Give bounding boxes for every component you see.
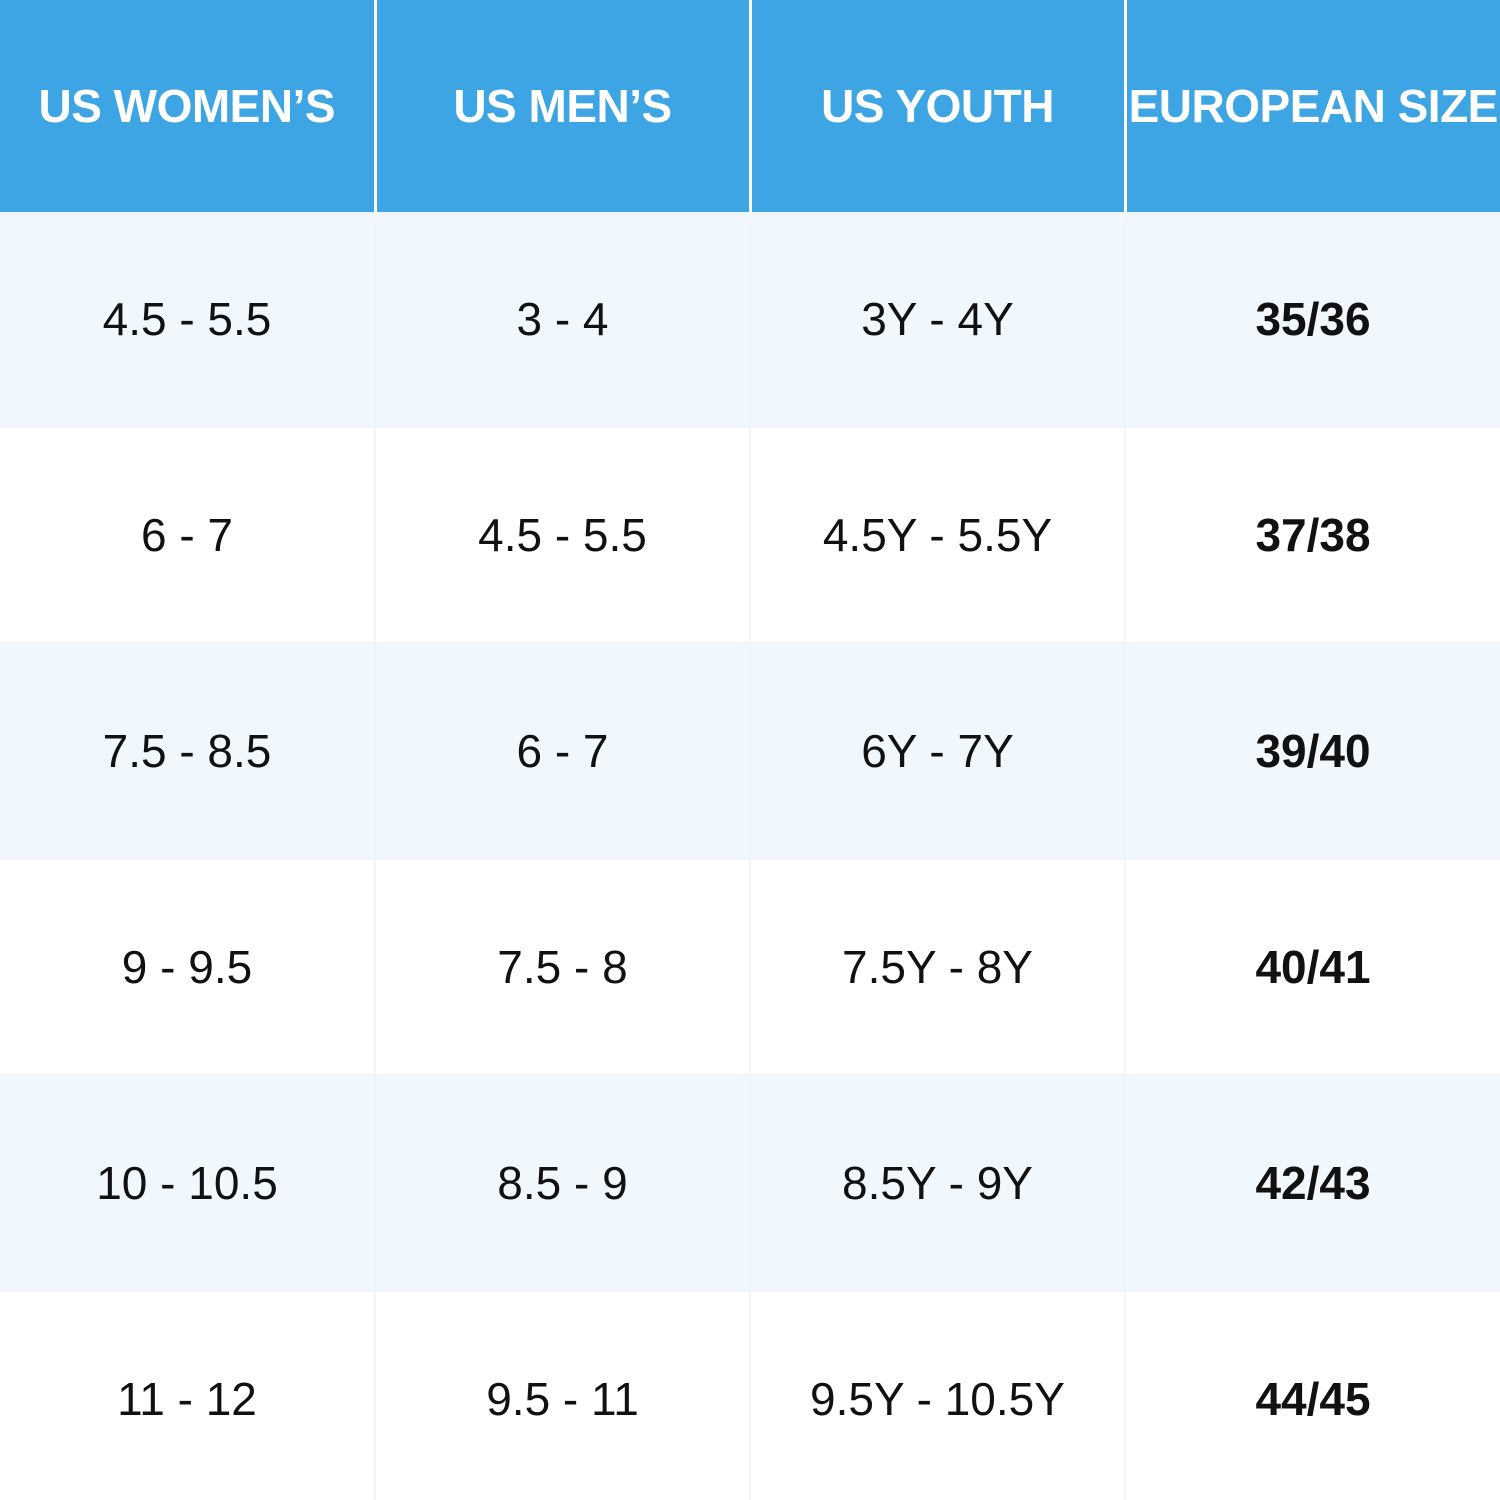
cell-european-size: 40/41	[1125, 859, 1500, 1076]
cell-us-mens: 7.5 - 8	[375, 859, 751, 1076]
header-row: US WOMEN’S US MEN’S US YOUTH EUROPEAN SI…	[0, 0, 1500, 212]
table-row: 11 - 12 9.5 - 11 9.5Y - 10.5Y 44/45	[0, 1291, 1500, 1500]
cell-us-womens: 10 - 10.5	[0, 1075, 376, 1292]
cell-us-mens: 4.5 - 5.5	[375, 427, 751, 644]
cell-us-mens: 8.5 - 9	[375, 1075, 751, 1292]
table-row: 7.5 - 8.5 6 - 7 6Y - 7Y 39/40	[0, 643, 1500, 860]
table-row: 6 - 7 4.5 - 5.5 4.5Y - 5.5Y 37/38	[0, 427, 1500, 644]
cell-us-womens: 7.5 - 8.5	[0, 643, 376, 860]
cell-european-size: 39/40	[1125, 643, 1500, 860]
cell-us-womens: 11 - 12	[0, 1291, 376, 1500]
cell-us-womens: 4.5 - 5.5	[0, 212, 376, 428]
cell-us-mens: 6 - 7	[375, 643, 751, 860]
cell-us-youth: 9.5Y - 10.5Y	[750, 1291, 1126, 1500]
cell-european-size: 35/36	[1125, 212, 1500, 428]
header-european-size: EUROPEAN SIZE	[1125, 0, 1500, 212]
table-row: 10 - 10.5 8.5 - 9 8.5Y - 9Y 42/43	[0, 1075, 1500, 1292]
cell-european-size: 44/45	[1125, 1291, 1500, 1500]
cell-us-mens: 9.5 - 11	[375, 1291, 751, 1500]
header-us-youth: US YOUTH	[750, 0, 1127, 212]
cell-us-youth: 8.5Y - 9Y	[750, 1075, 1126, 1292]
cell-european-size: 42/43	[1125, 1075, 1500, 1292]
cell-european-size: 37/38	[1125, 427, 1500, 644]
cell-us-womens: 9 - 9.5	[0, 859, 376, 1076]
cell-us-youth: 3Y - 4Y	[750, 212, 1126, 428]
cell-us-youth: 7.5Y - 8Y	[750, 859, 1126, 1076]
cell-us-mens: 3 - 4	[375, 212, 751, 428]
header-us-womens: US WOMEN’S	[0, 0, 377, 212]
cell-us-youth: 6Y - 7Y	[750, 643, 1126, 860]
table-row: 9 - 9.5 7.5 - 8 7.5Y - 8Y 40/41	[0, 859, 1500, 1076]
table-row: 4.5 - 5.5 3 - 4 3Y - 4Y 35/36	[0, 212, 1500, 428]
cell-us-womens: 6 - 7	[0, 427, 376, 644]
cell-us-youth: 4.5Y - 5.5Y	[750, 427, 1126, 644]
header-us-mens: US MEN’S	[375, 0, 752, 212]
